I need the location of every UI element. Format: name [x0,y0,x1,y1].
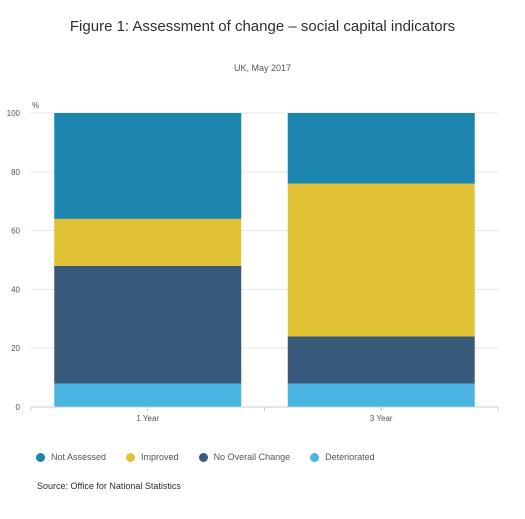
legend-label: Deteriorated [325,452,375,462]
bar-segment [54,218,242,266]
bar-segment [54,265,242,384]
source-note: Source: Office for National Statistics [37,481,181,491]
legend-item: Improved [126,452,179,462]
legend-label: Improved [141,452,179,462]
chart-subtitle: UK, May 2017 [233,63,292,73]
legend-swatch [198,452,208,462]
bar-segment [287,113,475,184]
legend-item: Deteriorated [310,452,375,462]
legend-item: No Overall Change [198,452,291,462]
legend-item: Not Assessed [36,452,106,462]
legend-swatch [126,452,136,462]
chart-title: Figure 1: Assessment of change – social … [69,18,456,35]
legend-label: No Overall Change [213,452,291,462]
legend-swatch [310,452,320,462]
y-tick-label: 60 [11,227,20,236]
y-unit-label: % [32,101,39,110]
bar-segment [54,383,242,407]
y-tick-label: 0 [16,403,21,412]
plot-area: 0 20 40 60 80 100% 1 Year 3 Year [7,101,499,423]
y-tick-label: 20 [11,344,20,353]
bar-segment [287,383,475,407]
bar-segment [287,336,475,384]
bars [54,113,475,407]
y-tick-label: 40 [11,285,20,294]
bar-segment [287,183,475,337]
y-tick-label: 80 [11,168,20,177]
x-tick-label: 1 Year [136,414,159,423]
x-tick-label: 3 Year [370,414,393,423]
legend-swatch [36,452,45,462]
legend: Not Assessed Improved No Overall Change Det… [36,452,395,462]
bar-segment [54,113,242,219]
y-tick-label: 100 [7,109,21,118]
axes: 0 20 40 60 80 100% 1 Year 3 Year [7,101,499,423]
legend-label: Not Assessed [51,452,107,462]
